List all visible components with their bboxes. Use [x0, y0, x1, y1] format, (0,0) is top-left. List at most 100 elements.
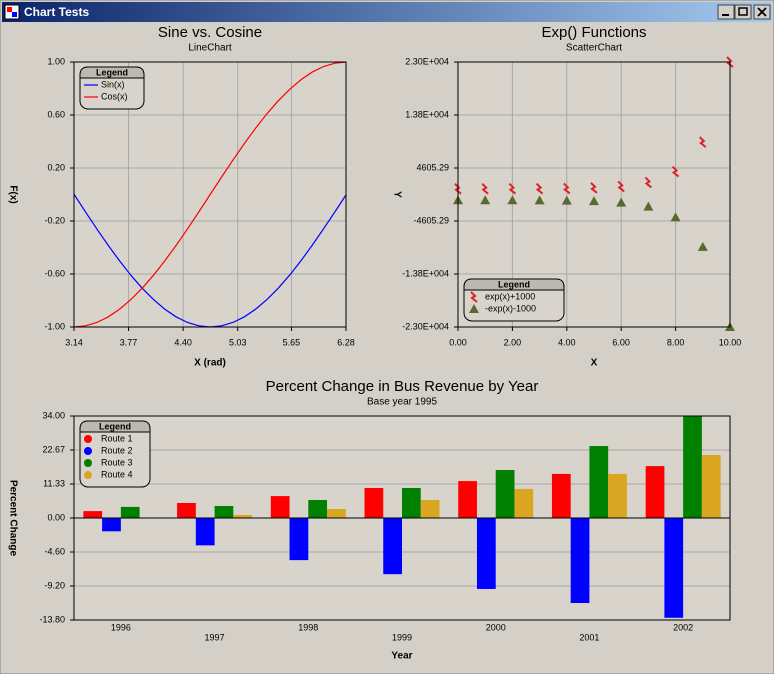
marker [563, 182, 571, 195]
bar [458, 481, 477, 518]
x-tick-label: 6.00 [612, 337, 630, 347]
marker [508, 182, 517, 195]
legend-header [79, 420, 151, 433]
marker [589, 196, 599, 206]
x-tick-label: 2002 [673, 622, 693, 632]
y-tick-label: -0.20 [44, 215, 65, 225]
bar [701, 455, 721, 518]
legend-label: Sin(x) [101, 79, 125, 89]
y-tick-label: 22.67 [42, 444, 65, 454]
bar [664, 518, 684, 618]
x-axis-label: X [591, 358, 598, 369]
y-axis-label: F(x) [7, 185, 18, 203]
bar [214, 505, 234, 518]
bar [476, 518, 496, 589]
x-tick-label: 0.00 [449, 337, 467, 347]
y-tick-label: 1.38E+004 [405, 109, 449, 119]
maximize-button[interactable] [734, 4, 752, 20]
marker [644, 176, 653, 189]
x-tick-label: 8.00 [667, 337, 685, 347]
marker [534, 195, 545, 205]
chart-subtitle: LineChart [188, 43, 232, 54]
bar [495, 469, 515, 518]
legend-label: -exp(x)-1000 [485, 303, 536, 313]
bar [364, 487, 384, 518]
bar [327, 508, 346, 518]
x-tick-label: 5.03 [229, 337, 247, 347]
bar [683, 416, 702, 518]
bar [551, 473, 571, 518]
legend-title: Legend [498, 279, 530, 289]
legend-swatch [470, 291, 478, 303]
x-tick-label: 3.77 [120, 337, 138, 347]
legend-swatch [469, 304, 479, 313]
x-tick-label: 1997 [205, 632, 225, 642]
minimize-button[interactable] [717, 4, 735, 20]
close-button[interactable] [753, 4, 771, 20]
chart-title: Sine vs. Cosine [158, 24, 262, 41]
legend-label: Route 2 [101, 445, 133, 455]
x-tick-label: 6.28 [337, 337, 355, 347]
bar [308, 499, 328, 518]
bar [270, 496, 290, 518]
bar [589, 446, 609, 518]
bar [120, 506, 140, 518]
legend-label: exp(x)+1000 [485, 291, 535, 301]
plot-frame [73, 61, 347, 328]
chart-subtitle: ScatterChart [566, 43, 622, 54]
x-tick-label: 1999 [392, 632, 412, 642]
legend-header [463, 278, 565, 291]
title-bar [2, 2, 772, 22]
bar [645, 466, 665, 518]
x-tick-label: 2.00 [504, 337, 522, 347]
y-tick-label: 0.20 [47, 162, 65, 172]
bar [177, 502, 196, 518]
bar [383, 518, 402, 575]
x-axis-label: X (rad) [194, 358, 226, 369]
chart-title: Percent Change in Bus Revenue by Year [266, 378, 539, 395]
marker [590, 182, 598, 194]
x-tick-label: 1996 [111, 622, 131, 632]
x-tick-label: 4.40 [174, 337, 192, 347]
y-axis-label: Y [391, 191, 402, 198]
y-tick-label: 0.60 [47, 109, 65, 119]
x-tick-label: 5.65 [283, 337, 301, 347]
y-tick-label: 0.00 [47, 512, 65, 522]
bar [402, 487, 421, 518]
y-tick-label: -9.20 [44, 580, 65, 590]
plot-frame [457, 61, 731, 328]
bar [570, 518, 590, 603]
line [74, 61, 347, 328]
y-tick-label: -4.60 [44, 546, 65, 556]
bar [83, 511, 103, 518]
chart-subtitle: Base year 1995 [367, 397, 437, 408]
bar [102, 518, 121, 532]
plot-frame [73, 415, 731, 621]
marker [670, 212, 681, 222]
y-tick-label: -2.30E+004 [402, 321, 449, 331]
y-tick-label: 11.33 [43, 478, 65, 488]
y-tick-label: 4605.29 [416, 162, 449, 172]
bar [195, 518, 215, 546]
marker [535, 182, 544, 195]
legend-label: Route 4 [101, 469, 133, 479]
legend-label: Route 3 [101, 457, 133, 467]
y-tick-label: -0.60 [44, 268, 65, 278]
y-tick-label: -1.00 [44, 321, 65, 331]
x-tick-label: 2000 [486, 622, 506, 632]
x-tick-label: 3.14 [65, 337, 83, 347]
bar [289, 518, 309, 561]
chart-title: Exp() Functions [541, 24, 646, 41]
legend-label: Route 1 [101, 433, 133, 443]
y-tick-label: 1.00 [47, 56, 65, 66]
x-tick-label: 10.00 [719, 337, 742, 347]
app-icon-part [7, 7, 12, 12]
marker [699, 136, 707, 148]
x-tick-label: 4.00 [558, 337, 576, 347]
y-tick-label: -1.38E+004 [402, 268, 449, 278]
marker [671, 165, 680, 178]
bar [514, 488, 534, 518]
marker [561, 195, 572, 205]
marker [643, 201, 654, 211]
